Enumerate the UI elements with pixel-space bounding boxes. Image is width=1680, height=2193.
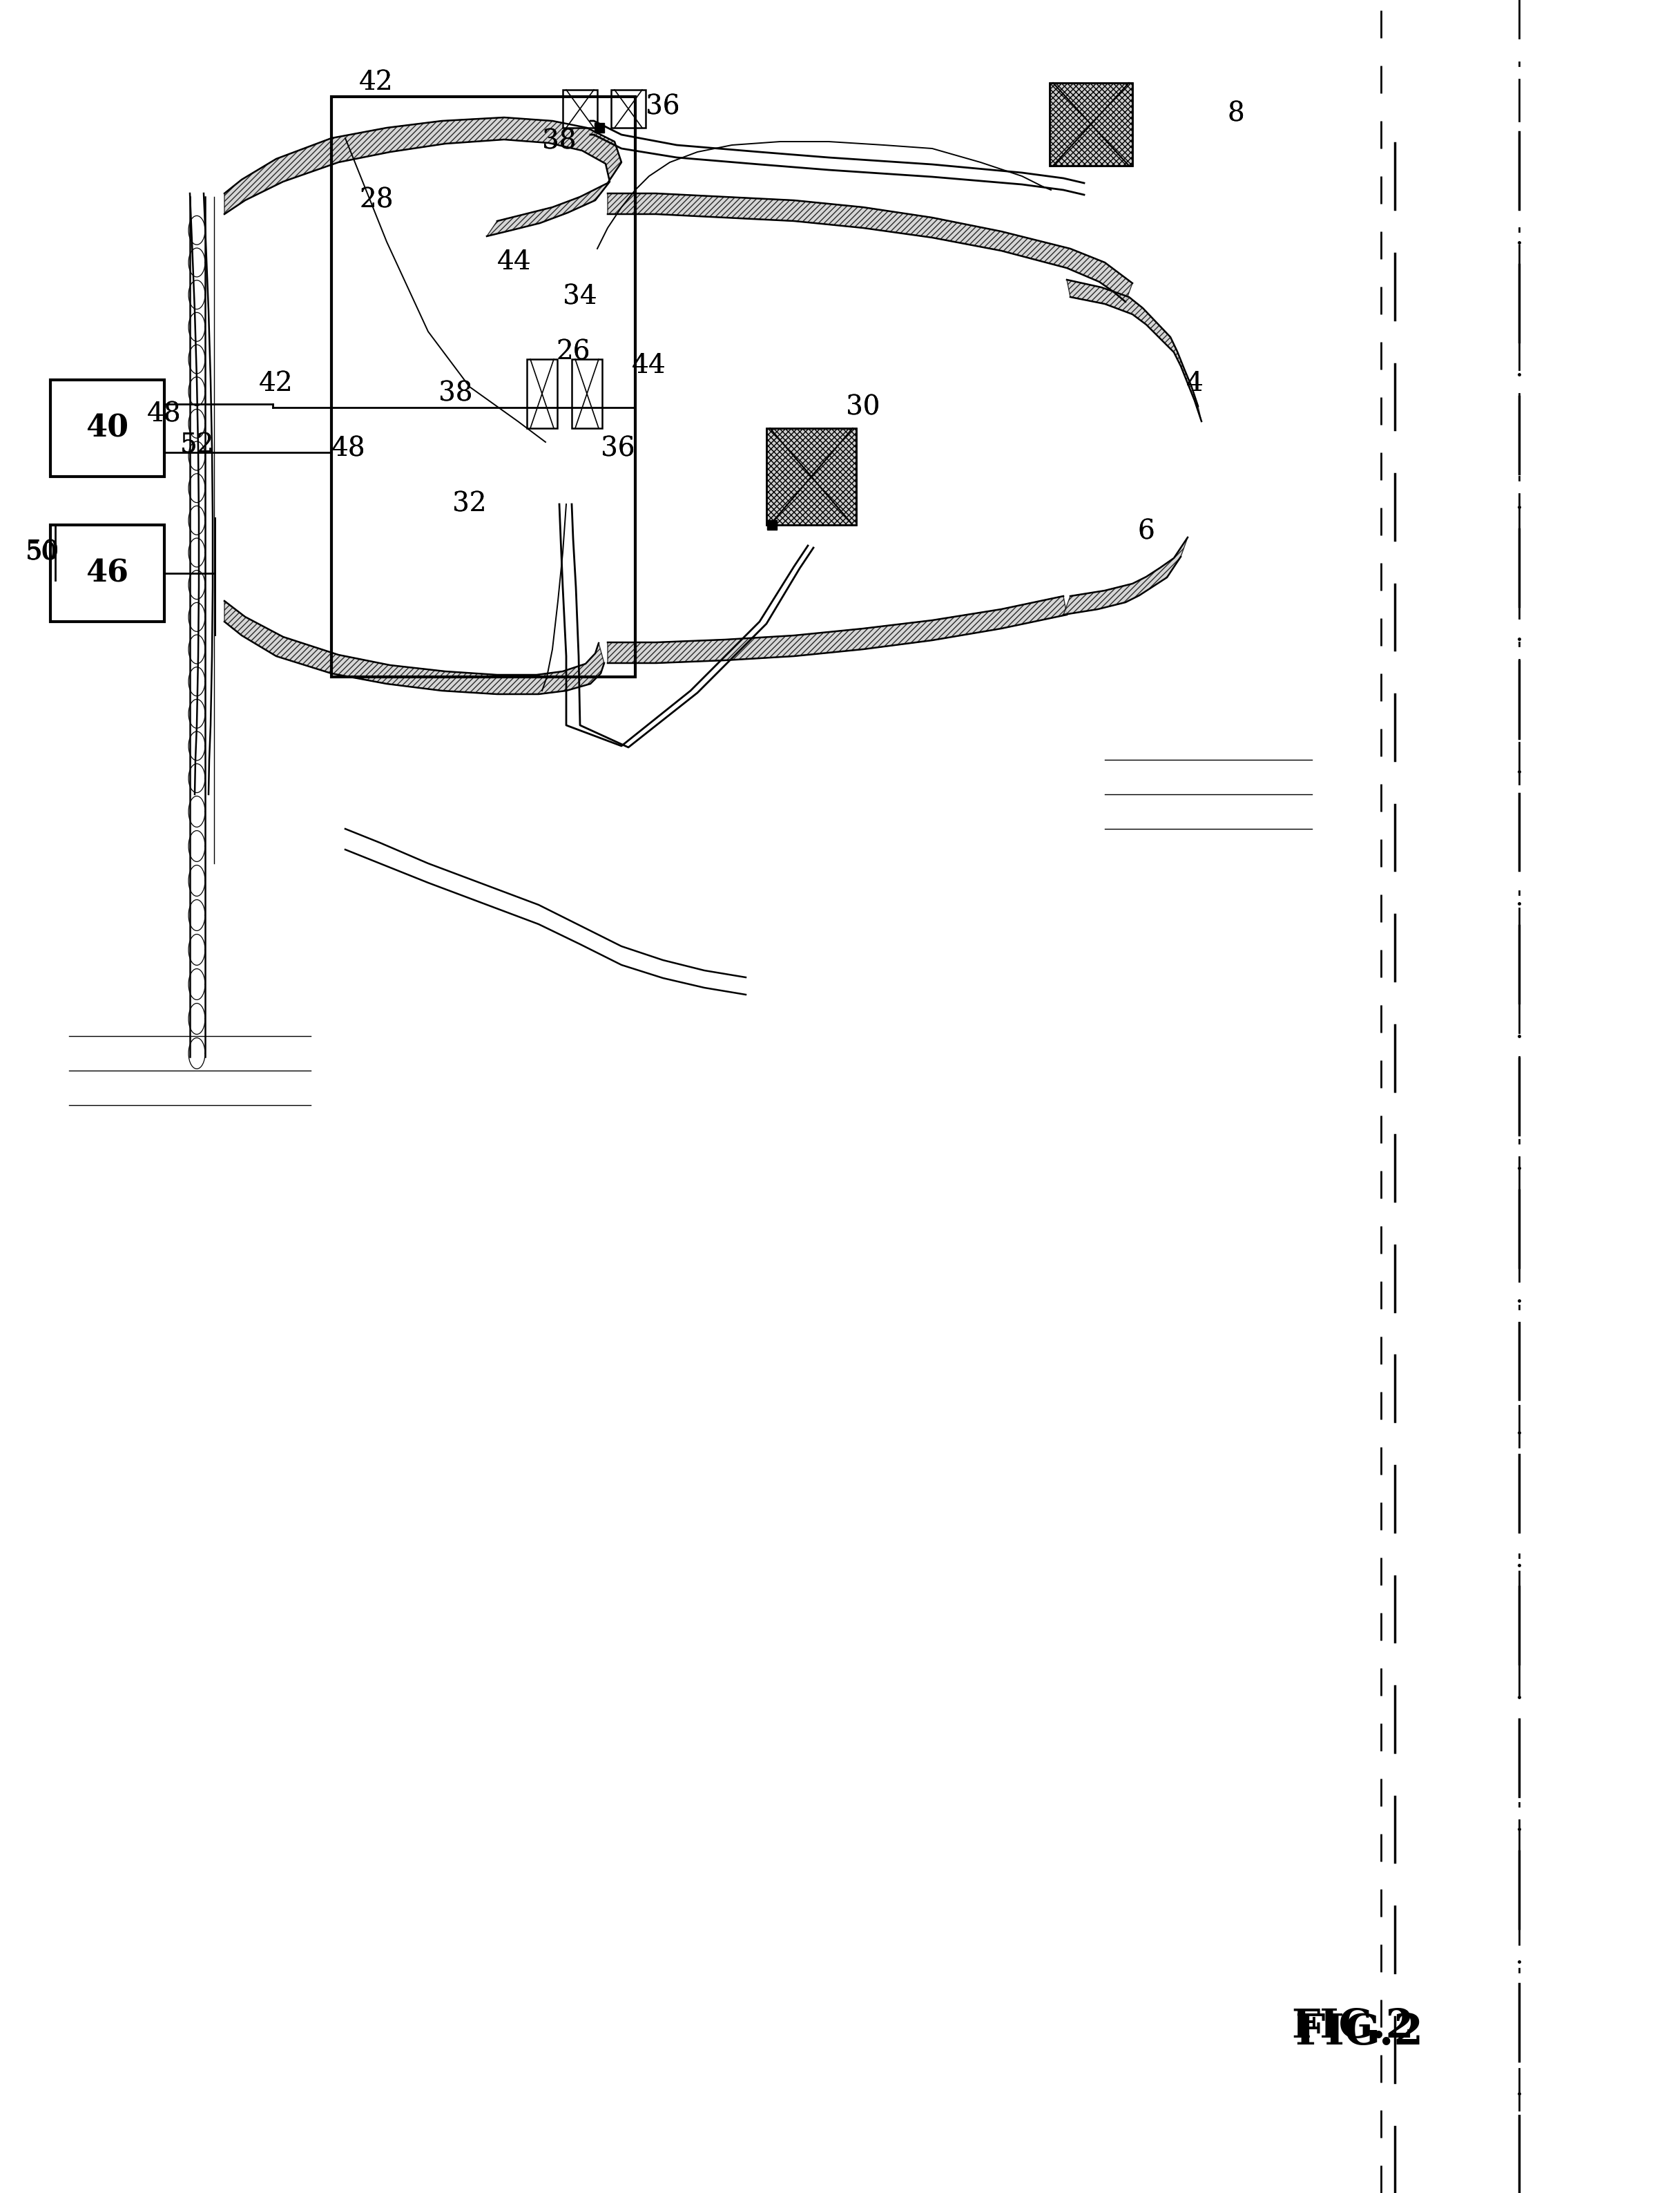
Bar (612, 90, 645, 127)
Bar (528, 360, 558, 428)
Bar (766, 428, 857, 524)
Bar (331, 96, 635, 678)
Text: 28: 28 (360, 189, 393, 213)
Text: 42: 42 (259, 371, 294, 397)
Text: 26: 26 (556, 340, 590, 364)
Bar (766, 428, 857, 524)
Text: 36: 36 (601, 436, 635, 463)
Bar (563, 90, 598, 127)
Text: 38: 38 (543, 129, 576, 154)
Text: 38: 38 (438, 382, 472, 406)
Text: 30: 30 (847, 395, 880, 421)
Text: FIG.2: FIG.2 (1295, 2011, 1423, 2053)
Text: 44: 44 (497, 250, 531, 276)
Text: 48: 48 (148, 401, 181, 428)
Text: 42: 42 (360, 70, 393, 96)
Text: 48: 48 (148, 401, 181, 428)
Text: 8: 8 (1228, 101, 1245, 127)
Text: 38: 38 (543, 129, 576, 154)
Text: 50: 50 (25, 539, 60, 566)
Bar (571, 360, 601, 428)
Text: 34: 34 (563, 285, 596, 309)
Polygon shape (608, 193, 1132, 303)
Polygon shape (225, 118, 622, 237)
Text: 4: 4 (1186, 371, 1203, 397)
Text: 32: 32 (452, 491, 487, 518)
Text: 46: 46 (86, 559, 128, 588)
Text: FIG.2: FIG.2 (1292, 2007, 1415, 2046)
Text: 36: 36 (645, 94, 680, 121)
Text: 30: 30 (847, 395, 880, 421)
Text: 48: 48 (331, 436, 366, 463)
Text: 36: 36 (601, 436, 635, 463)
Text: 44: 44 (497, 250, 531, 276)
Text: 44: 44 (632, 353, 667, 379)
Text: 42: 42 (360, 70, 393, 96)
Text: 6: 6 (1137, 520, 1154, 544)
Text: 34: 34 (563, 285, 596, 309)
Text: 52: 52 (180, 432, 213, 458)
Text: 28: 28 (360, 189, 393, 213)
Polygon shape (608, 596, 1067, 662)
Text: 8: 8 (1228, 101, 1245, 127)
Text: 40: 40 (86, 414, 128, 443)
Text: 48: 48 (331, 436, 366, 463)
Bar (1050, 83, 1132, 167)
Bar (50, 524, 165, 621)
Text: 4: 4 (1186, 371, 1203, 397)
Polygon shape (1067, 281, 1201, 421)
Text: 52: 52 (180, 432, 213, 458)
Polygon shape (1063, 537, 1188, 614)
Text: 44: 44 (632, 353, 667, 379)
Text: 32: 32 (452, 491, 487, 518)
Text: 50: 50 (25, 539, 60, 566)
Polygon shape (225, 601, 605, 695)
Text: 26: 26 (556, 340, 590, 364)
Bar (50, 379, 165, 476)
Bar (1050, 83, 1132, 167)
Text: 6: 6 (1137, 520, 1154, 544)
Text: 50: 50 (25, 542, 57, 564)
Text: 36: 36 (645, 94, 680, 121)
Text: 42: 42 (259, 371, 294, 397)
Text: 38: 38 (438, 382, 472, 406)
